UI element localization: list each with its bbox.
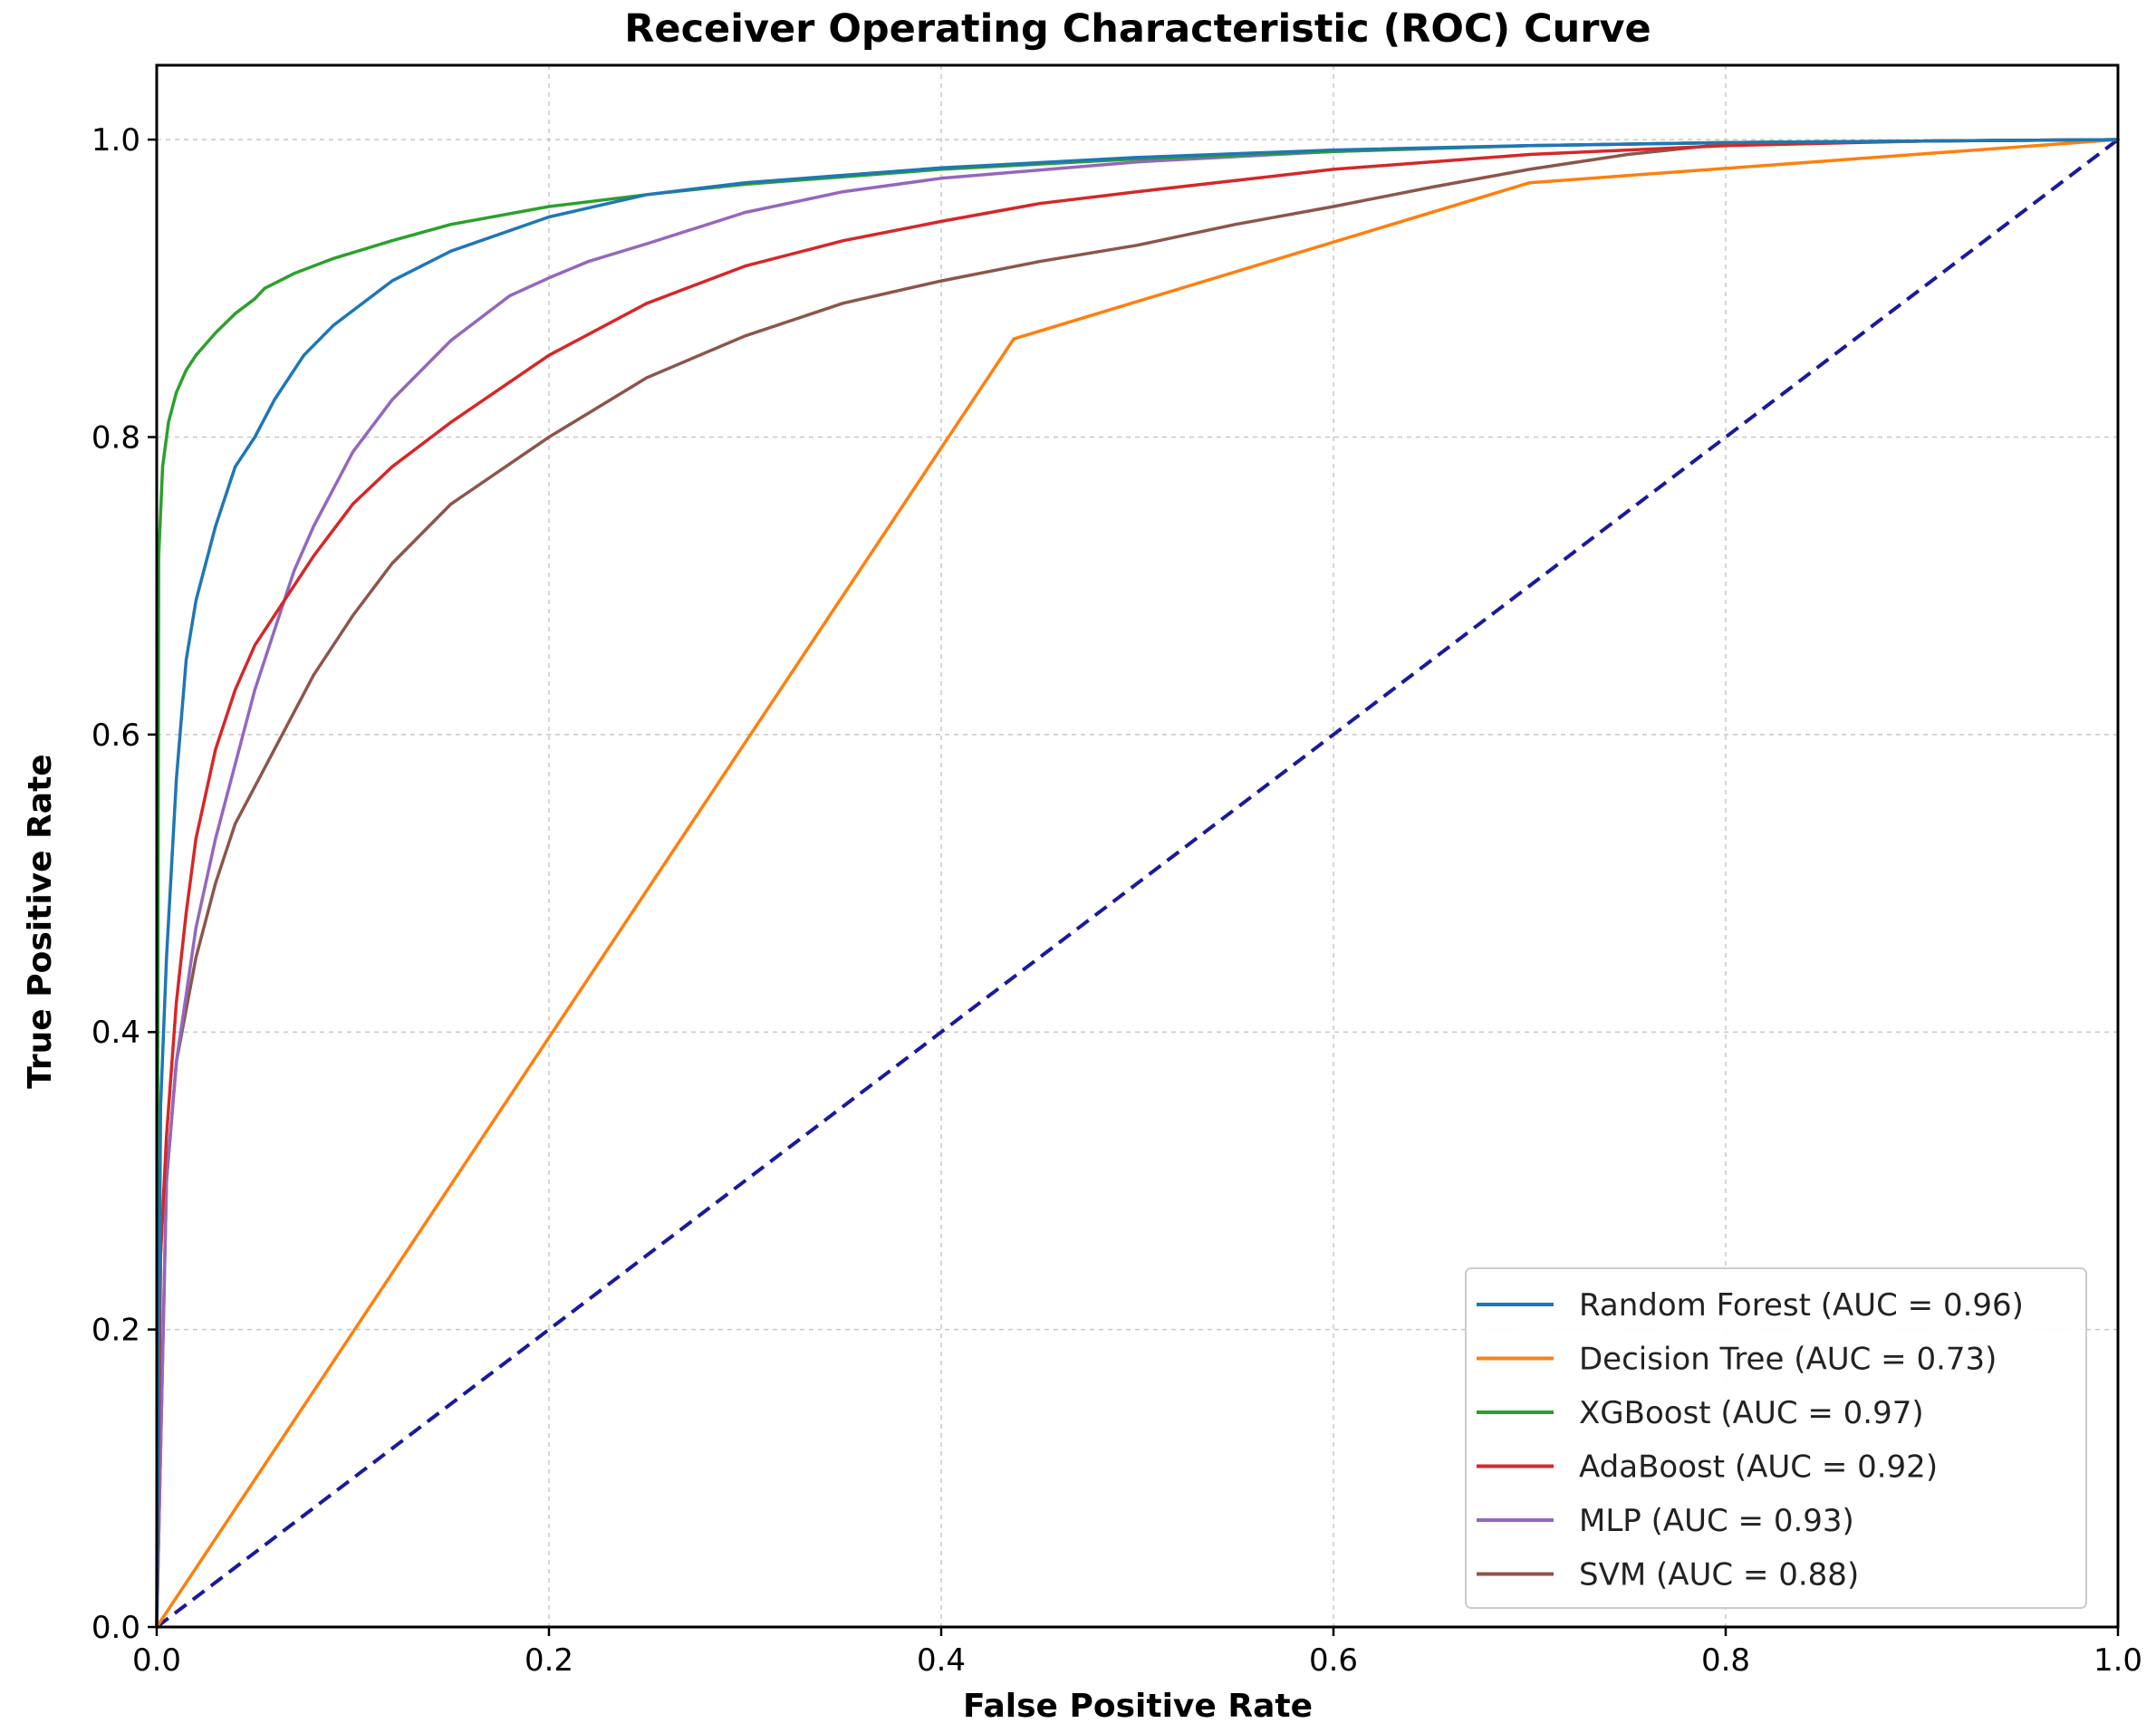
legend-label-2: XGBoost (AUC = 0.97) — [1579, 1395, 1924, 1431]
series-line-5 — [155, 138, 2120, 1629]
series-line-3 — [155, 138, 2120, 1629]
reference-diagonal-line — [155, 138, 2120, 1629]
x-tick-label: 0.8 — [1701, 1642, 1750, 1679]
y-tick-label: 0.4 — [91, 1015, 140, 1051]
legend-box — [1465, 1267, 2087, 1609]
series-line-1 — [155, 138, 2120, 1629]
legend-label-4: MLP (AUC = 0.93) — [1579, 1503, 1854, 1539]
x-tick-label: 1.0 — [2093, 1642, 2142, 1679]
legend-items: Random Forest (AUC = 0.96) Decision Tree … — [1477, 1287, 2024, 1593]
plot-frame — [155, 63, 2120, 1629]
x-tick-label: 0.2 — [525, 1642, 573, 1679]
legend: Random Forest (AUC = 0.96) Decision Tree … — [1465, 1267, 2087, 1609]
legend-label-3: AdaBoost (AUC = 0.92) — [1579, 1449, 1938, 1486]
series-line-0 — [155, 138, 2120, 1629]
y-tick-label: 1.0 — [91, 122, 140, 159]
y-axis-label: True Positive Rate — [22, 754, 59, 1088]
y-tick-label: 0.0 — [91, 1610, 140, 1646]
series-layer — [155, 138, 2120, 1629]
legend-label-0: Random Forest (AUC = 0.96) — [1579, 1287, 2024, 1324]
x-tick-label: 0.4 — [917, 1642, 966, 1679]
x-tick-label: 0.6 — [1309, 1642, 1358, 1679]
y-tick-label: 0.2 — [91, 1313, 140, 1349]
chart-title: Receiver Operating Characteristic (ROC) … — [624, 6, 1651, 52]
y-tick-label: 0.8 — [91, 419, 140, 456]
y-tick-label: 0.6 — [91, 717, 140, 754]
x-tick-label: 0.0 — [132, 1642, 181, 1679]
legend-label-5: SVM (AUC = 0.88) — [1579, 1557, 1859, 1593]
x-axis-label: False Positive Rate — [963, 1688, 1313, 1725]
tick-layer: 0.0 0.2 0.4 0.6 0.8 1.0 0.0 0.2 0.4 0.6 0.8 1.0 — [91, 122, 2142, 1679]
legend-label-1: Decision Tree (AUC = 0.73) — [1579, 1342, 1997, 1378]
